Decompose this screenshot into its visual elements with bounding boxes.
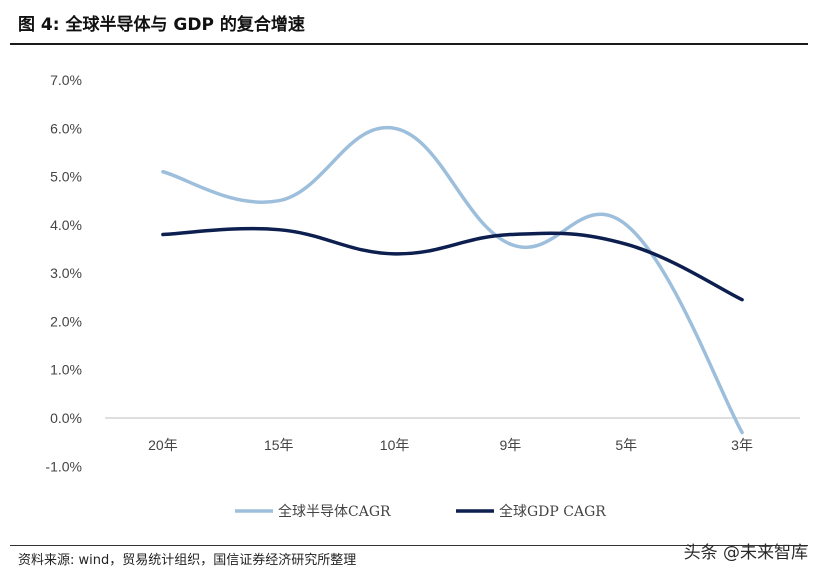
series-line-semiconductor	[161, 125, 744, 435]
y-tick-label: -1.0%	[45, 458, 82, 474]
chart-canvas: 7.0% 6.0% 5.0% 4.0% 3.0% 2.0% 1.0% 0.0% -1.0% 20年…	[45, 72, 800, 520]
series-line-gdp	[161, 226, 744, 302]
x-tick-label: 20年	[148, 437, 178, 453]
y-tick-label: 4.0%	[50, 217, 82, 233]
title-divider	[10, 43, 808, 45]
watermark: 头条 @未来智库	[683, 543, 808, 563]
x-tick-label: 9年	[500, 437, 522, 453]
legend-label-gdp: 全球GDP CAGR	[499, 503, 606, 520]
source-note: 资料来源: wind，贸易统计组织，国信证券经济研究所整理	[18, 553, 357, 568]
y-tick-label: 6.0%	[50, 120, 82, 136]
footer-divider	[10, 545, 808, 546]
x-tick-label: 10年	[380, 437, 410, 453]
y-tick-label: 3.0%	[50, 265, 82, 281]
figure-title: 图 4: 全球半导体与 GDP 的复合增速	[18, 15, 305, 35]
x-tick-label: 15年	[264, 437, 294, 453]
y-tick-label: 7.0%	[50, 72, 82, 88]
y-tick-label: 1.0%	[50, 362, 82, 378]
y-tick-label: 0.0%	[50, 410, 82, 426]
y-tick-label: 5.0%	[50, 169, 82, 185]
x-tick-label: 3年	[731, 437, 753, 453]
y-tick-label: 2.0%	[50, 313, 82, 329]
legend-label-semiconductor: 全球半导体CAGR	[278, 503, 391, 520]
x-tick-label: 5年	[615, 437, 637, 453]
